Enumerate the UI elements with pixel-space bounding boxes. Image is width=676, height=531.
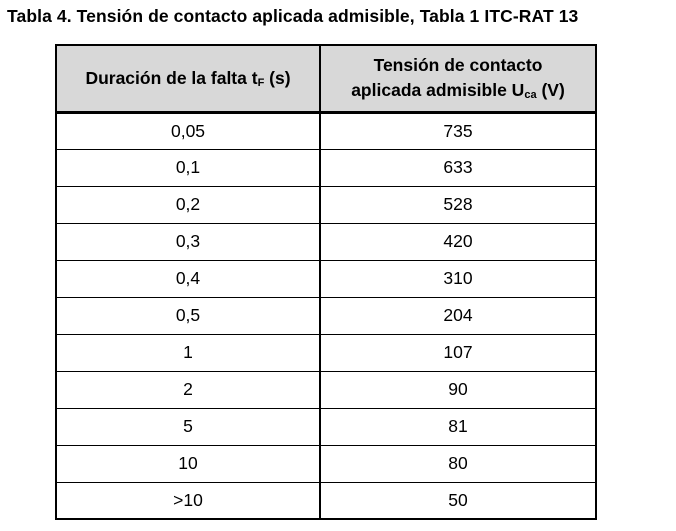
header-contact-voltage-line1: Tensión de contacto <box>373 55 543 76</box>
duration-cell: 0,5 <box>55 296 321 335</box>
header-contact-voltage: Tensión de contacto aplicada admisible Uc… <box>319 44 597 114</box>
duration-cell: 0,1 <box>55 148 321 187</box>
table-row: 0,4 310 <box>55 259 597 298</box>
table-row: 0,05 735 <box>55 111 597 150</box>
duration-cell: 0,2 <box>55 185 321 224</box>
voltage-cell: 80 <box>319 444 597 483</box>
voltage-cell: 50 <box>319 481 597 520</box>
table-caption: Tabla 4. Tensión de contacto aplicada ad… <box>7 6 579 26</box>
header-row: Duración de la falta tF (s) Tensión de c… <box>55 44 597 114</box>
table-row: 0,5 204 <box>55 296 597 335</box>
voltage-cell: 204 <box>319 296 597 335</box>
table-row: 1 107 <box>55 333 597 372</box>
voltage-cell: 633 <box>319 148 597 187</box>
duration-cell: 1 <box>55 333 321 372</box>
duration-cell: 5 <box>55 407 321 446</box>
table-body: 0,05 735 0,1 633 0,2 528 0,3 420 0,4 310… <box>55 111 597 520</box>
table-row: 0,3 420 <box>55 222 597 261</box>
duration-cell: 0,05 <box>55 111 321 150</box>
table-row: 0,2 528 <box>55 185 597 224</box>
duration-cell: 0,3 <box>55 222 321 261</box>
table-header: Duración de la falta tF (s) Tensión de c… <box>55 44 597 114</box>
duration-cell: 10 <box>55 444 321 483</box>
contact-voltage-table: Duración de la falta tF (s) Tensión de c… <box>55 44 597 520</box>
header-contact-voltage-line2: aplicada admisible U <box>351 80 525 101</box>
voltage-cell: 420 <box>319 222 597 261</box>
header-fault-duration-subscript: F <box>257 76 265 89</box>
header-contact-voltage-subscript: ca <box>524 89 537 102</box>
header-fault-duration-text: Duración de la falta t <box>85 67 258 88</box>
header-fault-duration: Duración de la falta tF (s) <box>55 44 321 114</box>
voltage-cell: 81 <box>319 407 597 446</box>
duration-cell: >10 <box>55 481 321 520</box>
duration-cell: 2 <box>55 370 321 409</box>
voltage-cell: 528 <box>319 185 597 224</box>
voltage-cell: 735 <box>319 111 597 150</box>
voltage-cell: 90 <box>319 370 597 409</box>
voltage-cell: 107 <box>319 333 597 372</box>
duration-cell: 0,4 <box>55 259 321 298</box>
header-contact-voltage-unit: (V) <box>536 80 565 101</box>
voltage-cell: 310 <box>319 259 597 298</box>
table-row: 2 90 <box>55 370 597 409</box>
table-row: 5 81 <box>55 407 597 446</box>
table-row: 10 80 <box>55 444 597 483</box>
table-row: >10 50 <box>55 481 597 520</box>
header-fault-duration-unit: (s) <box>264 67 291 88</box>
table-row: 0,1 633 <box>55 148 597 187</box>
